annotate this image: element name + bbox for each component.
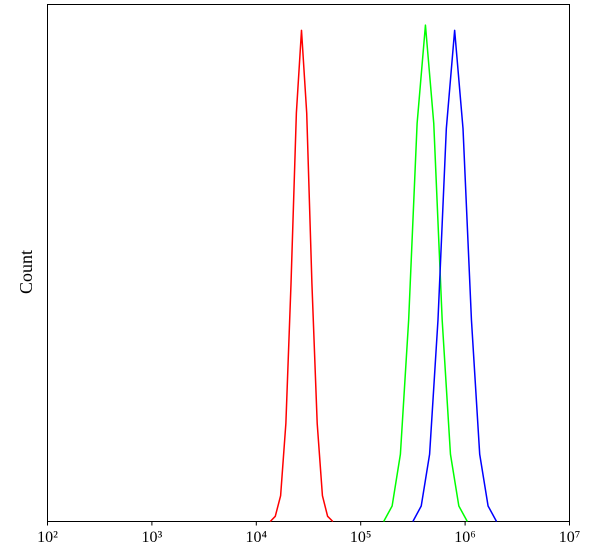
- x-tick-label: 10⁴: [246, 529, 268, 546]
- y-axis-label: Count: [16, 250, 36, 294]
- x-tick-label: 10²: [37, 529, 58, 546]
- histogram-curve: [412, 29, 498, 522]
- histogram-curve: [269, 29, 334, 523]
- x-tick-label: 10⁶: [454, 529, 476, 546]
- plot-frame: [47, 4, 570, 522]
- x-tick-label: 10⁷: [559, 529, 581, 546]
- x-tick-label: 10⁵: [350, 529, 372, 546]
- x-tick-label: 10³: [142, 529, 163, 546]
- histogram-curve: [383, 24, 468, 522]
